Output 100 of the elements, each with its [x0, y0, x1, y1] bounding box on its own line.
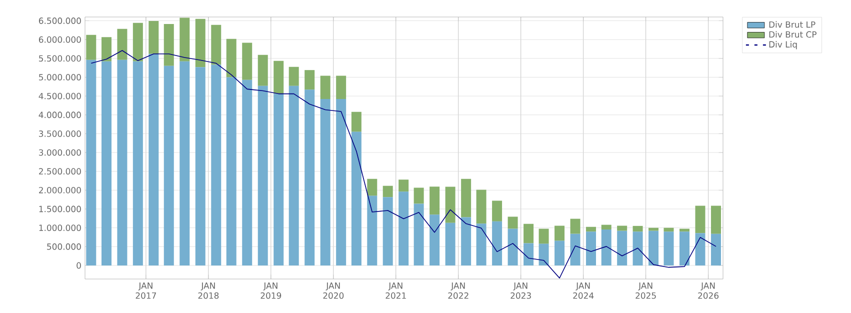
y-tick-label: 4.500.000: [38, 92, 81, 100]
bar: [211, 24, 222, 65]
bar: [570, 234, 580, 266]
bar: [538, 244, 549, 266]
bar: [461, 217, 472, 266]
x-tick-label: JAN 2022: [448, 282, 468, 299]
legend-label: Div Brut CP: [769, 31, 816, 38]
y-tick-label: 4.000.000: [38, 112, 81, 118]
bar: [601, 229, 612, 266]
legend-label: Div Liq: [769, 41, 797, 50]
bar: [304, 70, 315, 90]
bar: [508, 228, 518, 266]
bar: [695, 233, 706, 266]
bar: [430, 186, 440, 215]
bar: [679, 232, 690, 266]
bar: [336, 76, 346, 100]
y-tick-label: 3.500.000: [39, 130, 81, 137]
y-tick-label: 6.000.000: [38, 36, 81, 43]
bar: [102, 37, 112, 62]
x-tick-label: JAN 2021: [386, 282, 406, 299]
x-tick-label: JAN 2024: [573, 282, 594, 299]
y-tick-label: 500.000: [47, 243, 81, 250]
bar: [195, 67, 206, 266]
bar: [461, 178, 472, 218]
bar: [445, 222, 456, 266]
bar: [476, 224, 486, 266]
bar: [180, 18, 190, 62]
bar: [274, 94, 284, 266]
legend-label: Div Brut LP: [769, 21, 816, 28]
bar: [632, 232, 643, 266]
x-tick-label: JAN 2025: [636, 282, 656, 299]
bar: [601, 224, 612, 230]
x-tick-label: JAN 2018: [198, 282, 219, 299]
bar: [414, 204, 424, 266]
bar: [226, 77, 236, 266]
bar: [430, 214, 440, 266]
bar: [242, 42, 252, 80]
bar: [117, 28, 128, 60]
bar: [554, 240, 565, 266]
bar: [648, 228, 659, 231]
bar: [86, 34, 96, 60]
bar: [195, 18, 206, 68]
bar: [274, 60, 284, 94]
bar: [164, 66, 174, 266]
bar: [664, 228, 674, 232]
x-tick-label: JAN 2020: [323, 282, 344, 299]
bar: [367, 178, 378, 196]
y-tick-label: 1.500.000: [39, 206, 81, 212]
bar: [367, 196, 378, 266]
bar: [117, 60, 128, 266]
y-tick-label: 0: [76, 262, 81, 269]
bar: [664, 232, 674, 266]
bar: [492, 221, 502, 266]
y-tick-label: 5.500.000: [39, 55, 81, 62]
bar: [86, 60, 96, 266]
x-tick-label: JAN 2023: [510, 282, 531, 299]
bar: [258, 54, 268, 86]
x-tick-label: JAN 2019: [260, 282, 282, 299]
bar: [336, 99, 346, 266]
bar: [414, 188, 424, 204]
bar: [648, 230, 659, 266]
bar: [180, 61, 190, 266]
bar: [226, 38, 236, 78]
y-tick-label: 1.000.000: [39, 224, 81, 232]
y-tick-label: 3.000.000: [39, 149, 81, 156]
bar: [288, 66, 299, 86]
bar: [382, 197, 393, 266]
x-tick-label: JAN 2017: [136, 282, 156, 299]
bar: [320, 76, 330, 100]
bar: [242, 80, 252, 266]
bar: [211, 64, 222, 266]
bar: [492, 200, 502, 222]
bar: [258, 86, 268, 266]
bar: [351, 132, 362, 266]
bar: [586, 226, 596, 232]
bar: [445, 186, 456, 223]
bar: [148, 54, 159, 266]
bar: [570, 218, 580, 234]
bar: [554, 226, 565, 241]
bar: [524, 224, 534, 244]
bar: [148, 20, 159, 54]
bar: [398, 192, 409, 266]
bar: [538, 228, 549, 244]
bar: [132, 61, 143, 266]
x-tick-label: JAN 2026: [698, 282, 719, 299]
bar: [632, 226, 643, 232]
bar: [476, 190, 486, 224]
bar: [586, 232, 596, 266]
bar: [524, 243, 534, 266]
bar: [710, 206, 721, 234]
bar: [398, 180, 409, 192]
y-tick-label: 2.500.000: [39, 168, 81, 175]
bar: [382, 186, 393, 198]
line-series: [90, 50, 716, 278]
bar: [508, 216, 518, 229]
bar: [304, 90, 315, 266]
y-tick-label: 2.000.000: [39, 186, 81, 194]
bar: [102, 61, 112, 266]
bar: [320, 99, 330, 266]
bar: [288, 86, 299, 266]
